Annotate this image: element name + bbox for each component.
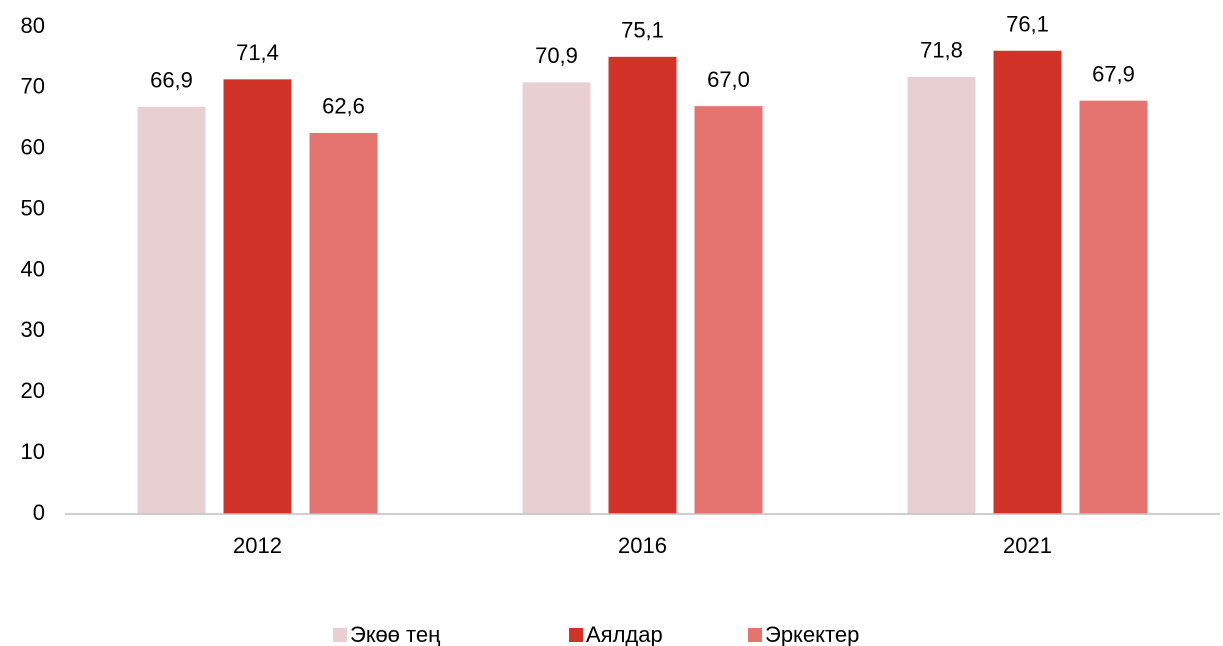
- legend-label: Эркектер: [765, 622, 859, 646]
- data-label: 75,1: [621, 18, 664, 43]
- bar: [522, 82, 591, 515]
- y-tick-label: 0: [33, 500, 45, 525]
- bar: [907, 76, 976, 514]
- bar: [137, 106, 206, 514]
- x-tick-label: 2021: [1003, 533, 1052, 558]
- y-tick-label: 10: [21, 439, 45, 464]
- y-tick-label: 60: [21, 135, 45, 160]
- legend-swatch: [333, 628, 347, 642]
- y-tick-label: 30: [21, 317, 45, 342]
- bar: [1079, 100, 1148, 514]
- y-tick-label: 20: [21, 378, 45, 403]
- bar: [223, 79, 292, 514]
- data-label: 76,1: [1006, 12, 1049, 37]
- legend-label: Аялдар: [586, 622, 663, 646]
- data-label: 67,9: [1092, 61, 1135, 86]
- data-label: 62,6: [322, 94, 365, 119]
- x-tick-label: 2016: [618, 533, 667, 558]
- bar: [993, 50, 1062, 515]
- legend-swatch: [748, 628, 762, 642]
- data-label: 67,0: [707, 67, 750, 92]
- data-label: 71,8: [920, 38, 963, 63]
- y-tick-label: 40: [21, 256, 45, 281]
- y-tick-label: 80: [21, 13, 45, 38]
- data-label: 66,9: [150, 68, 193, 93]
- x-tick-label: 2012: [233, 533, 282, 558]
- data-label: 70,9: [535, 43, 578, 68]
- bar: [694, 106, 763, 514]
- data-label: 71,4: [236, 40, 279, 65]
- legend-label: Экөө тең: [350, 622, 440, 646]
- bar: [608, 56, 677, 515]
- legend-swatch: [569, 628, 583, 642]
- y-tick-label: 70: [21, 74, 45, 99]
- y-tick-label: 50: [21, 195, 45, 220]
- bar: [309, 132, 378, 515]
